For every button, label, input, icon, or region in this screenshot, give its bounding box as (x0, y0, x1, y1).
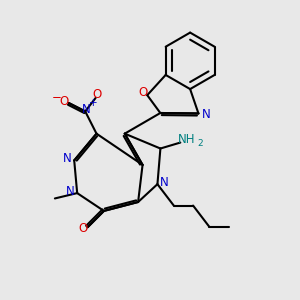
Text: N: N (63, 152, 72, 165)
Text: +: + (89, 98, 98, 108)
Text: N: N (82, 103, 91, 116)
Text: O: O (79, 222, 88, 235)
Text: 2: 2 (197, 139, 203, 148)
Text: −: − (51, 91, 61, 103)
Text: O: O (59, 95, 68, 108)
Text: N: N (66, 185, 75, 198)
Text: O: O (92, 88, 102, 101)
Text: O: O (139, 86, 148, 99)
Text: N: N (202, 107, 210, 121)
Text: N: N (160, 176, 168, 189)
Text: NH: NH (178, 133, 195, 146)
